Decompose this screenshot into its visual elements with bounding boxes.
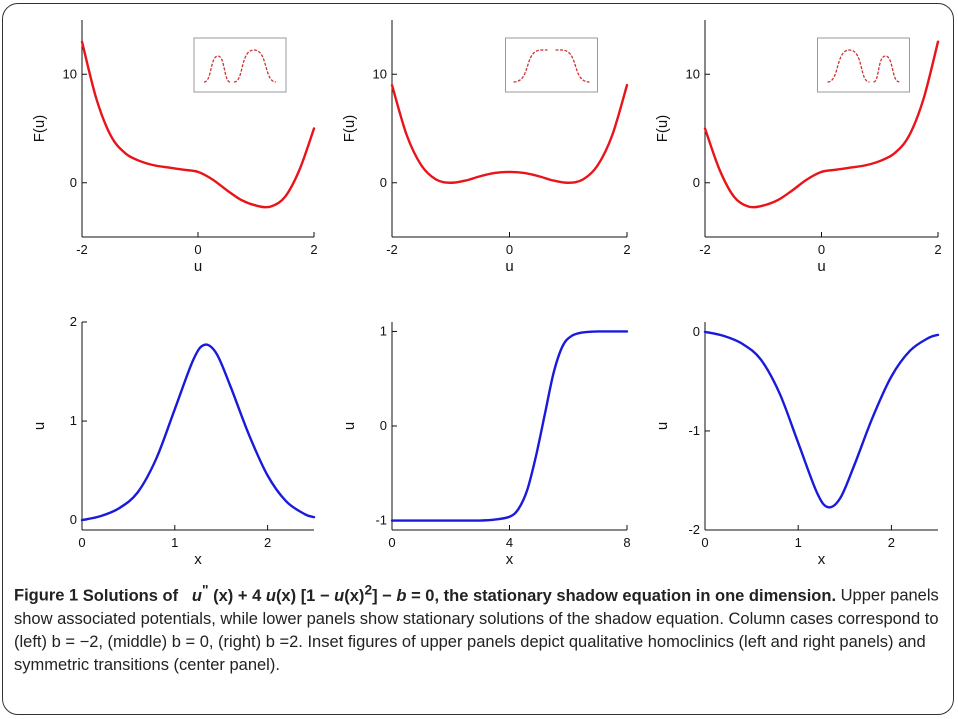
y-axis-label: u [654,422,671,430]
y-tick-label: 1 [380,323,387,338]
chart-top-left: -2 0 2 0 10 u F(u) [31,20,318,275]
x-tick-label: 0 [506,242,513,257]
inset-frame [817,37,910,93]
y-tick-label: 1 [70,413,77,428]
caption-eq-plus4: + 4 [233,586,266,605]
y-axis-label: F(u) [654,115,671,143]
inset-curve [827,49,900,83]
y-axis-label: u [341,422,358,430]
y-tick-label: 10 [63,66,77,81]
caption-figure-label: Figure 1 [14,586,79,605]
y-tick-label: 0 [70,175,77,190]
x-tick-label: 1 [171,535,178,550]
series-line [703,330,940,509]
x-tick-label: 8 [623,535,630,550]
x-tick-label: 2 [310,242,317,257]
x-axis-label: x [194,551,202,568]
x-tick-label: 0 [194,242,201,257]
series-line [703,40,940,209]
x-tick-label: 1 [795,535,802,550]
inset-homoclinic-right [817,37,910,93]
y-tick-label: -1 [688,423,700,438]
y-tick-label: 10 [686,66,700,81]
caption-eq-u: u [191,586,202,605]
x-axis-label: x [818,551,826,568]
caption-eq-prime: " [201,582,209,597]
inset-curve [513,49,590,83]
caption-eq-zero: = 0, the stationary shadow equation in o… [406,586,837,605]
x-axis-label: u [505,258,513,275]
x-tick-label: 0 [701,535,708,550]
x-tick-label: 0 [388,535,395,550]
y-axis-label: F(u) [31,115,48,143]
x-tick-label: -2 [699,242,711,257]
y-axis-label: u [31,422,48,430]
series-line [390,330,629,522]
y-tick-label: 0 [693,175,700,190]
x-axis-label: u [817,258,825,275]
series-line [80,40,316,209]
caption-eq-x2: (x) [1 − [275,586,335,605]
x-tick-label: 2 [888,535,895,550]
x-tick-label: -2 [386,242,398,257]
chart-bottom-left: 0 1 2 0 1 2 x u [31,314,316,568]
inset-curve [203,49,277,83]
y-tick-label: 0 [70,512,77,527]
caption-eq-rest: ] − [372,586,397,605]
inset-frame [193,37,287,93]
caption-body: Upper panels show associated potentials,… [14,586,939,674]
x-axis-label: x [506,551,514,568]
chart-bottom-right: 0 1 2 0 -1 -2 x u [654,322,940,568]
x-tick-label: 2 [264,535,271,550]
inset-frame [505,37,598,93]
inset-homoclinic-left [193,37,287,93]
caption-eq-u2: u [265,586,276,605]
inset-symmetric-transition [505,37,598,93]
y-tick-label: 0 [380,418,387,433]
x-tick-label: 0 [78,535,85,550]
y-tick-label: -1 [375,513,387,528]
caption-eq-b: b [396,586,407,605]
caption-eq-x3: (x) [344,586,365,605]
caption-eq-u3: u [334,586,345,605]
series-line [80,343,316,522]
y-tick-label: 0 [380,175,387,190]
x-tick-label: 0 [818,242,825,257]
y-tick-label: 2 [70,314,77,329]
caption-title: Solutions of u" (x) + 4 u(x) [1 − u(x)2]… [82,582,837,605]
figure-frame [2,3,954,715]
caption-eq-x1: (x) [213,586,234,605]
caption-eq-square: 2 [364,582,373,597]
y-tick-label: 10 [373,66,387,81]
x-tick-label: 2 [623,242,630,257]
x-tick-label: 2 [934,242,941,257]
chart-top-middle: -2 0 2 0 10 u F(u) [341,20,631,275]
y-tick-label: -2 [688,522,700,537]
x-axis-label: u [194,258,202,275]
figure-caption: Figure 1 Solutions of u" (x) + 4 u(x) [1… [14,578,944,677]
x-tick-label: 4 [506,535,513,550]
y-tick-label: 0 [693,324,700,339]
chart-top-right: -2 0 2 0 10 u F(u) [654,20,942,275]
y-axis-label: F(u) [341,115,358,143]
x-tick-label: -2 [76,242,88,257]
series-line [390,83,629,184]
caption-title-prefix: Solutions of [82,586,179,605]
